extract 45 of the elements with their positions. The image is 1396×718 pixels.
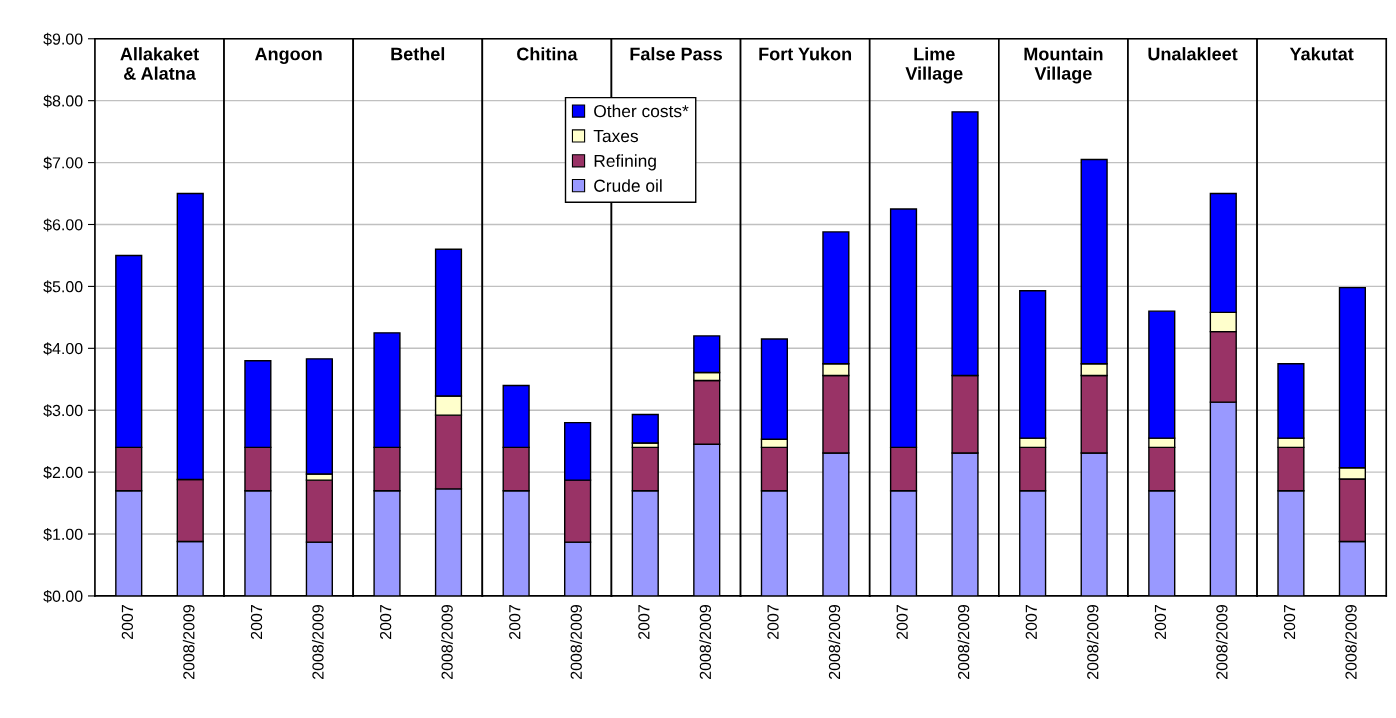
chart-title: False Pass [630, 47, 722, 61]
x-tick-label: 2007 [1154, 605, 1167, 639]
x-tick-label: 2007 [767, 605, 779, 639]
y-tick-label: $3.00 [43, 404, 83, 418]
chart-title: Unalakleet [1148, 47, 1238, 61]
x-tick-label: 2008/2009 [1086, 605, 1099, 679]
x-tick-label: 2008/2009 [1344, 605, 1357, 679]
x-tick-label: 2008/2009 [311, 605, 324, 679]
legend-label: Refining [594, 154, 656, 171]
legend-label: Crude oil [594, 179, 662, 192]
x-tick-label: 2007 [509, 605, 521, 639]
x-tick-label: 2008/2009 [1215, 605, 1228, 679]
legend-label: Other costs* [594, 104, 689, 118]
x-tick-label: 2008/2009 [699, 605, 712, 679]
chart-title: Bethel [391, 47, 445, 61]
bar [631, 413, 659, 444]
legend-label: Taxes [593, 130, 638, 143]
y-tick-label: $7.00 [43, 156, 83, 170]
x-tick-label: 2007 [1025, 605, 1037, 639]
x-tick-label: 2007 [896, 605, 908, 639]
y-tick-label: $0.00 [43, 589, 83, 603]
y-tick-label: $6.00 [43, 218, 83, 232]
text: Mountain Village [1024, 47, 1103, 84]
chart-title: Fort Yukon [759, 47, 852, 61]
y-tick-label: $5.00 [43, 280, 83, 294]
text: Allakaket & Alatna [120, 47, 199, 80]
x-tick-label: 2008/2009 [957, 605, 970, 679]
text: Lime Village [905, 47, 963, 84]
x-tick-label: 2007 [638, 605, 650, 639]
x-tick-label: 2007 [379, 605, 392, 639]
chart-title: Yakutat [1289, 47, 1354, 61]
x-tick-label: 2008/2009 [828, 605, 841, 679]
y-tick-label: $8.00 [43, 94, 83, 108]
y-tick-label: $1.00 [43, 528, 83, 541]
y-tick-label: $9.00 [43, 32, 83, 46]
chart-title: Chitina [517, 47, 578, 61]
x-tick-label: 2008/2009 [570, 605, 582, 679]
x-tick-label: 2007 [121, 605, 134, 639]
y-tick-label: $4.00 [43, 342, 83, 356]
x-tick-label: 2007 [1283, 605, 1296, 639]
x-tick-label: 2008/2009 [182, 605, 195, 679]
x-tick-label: 2008/2009 [441, 605, 453, 679]
y-tick-label: $2.00 [43, 466, 83, 480]
x-tick-label: 2007 [250, 605, 263, 639]
chart-title: Angoon [254, 47, 322, 64]
